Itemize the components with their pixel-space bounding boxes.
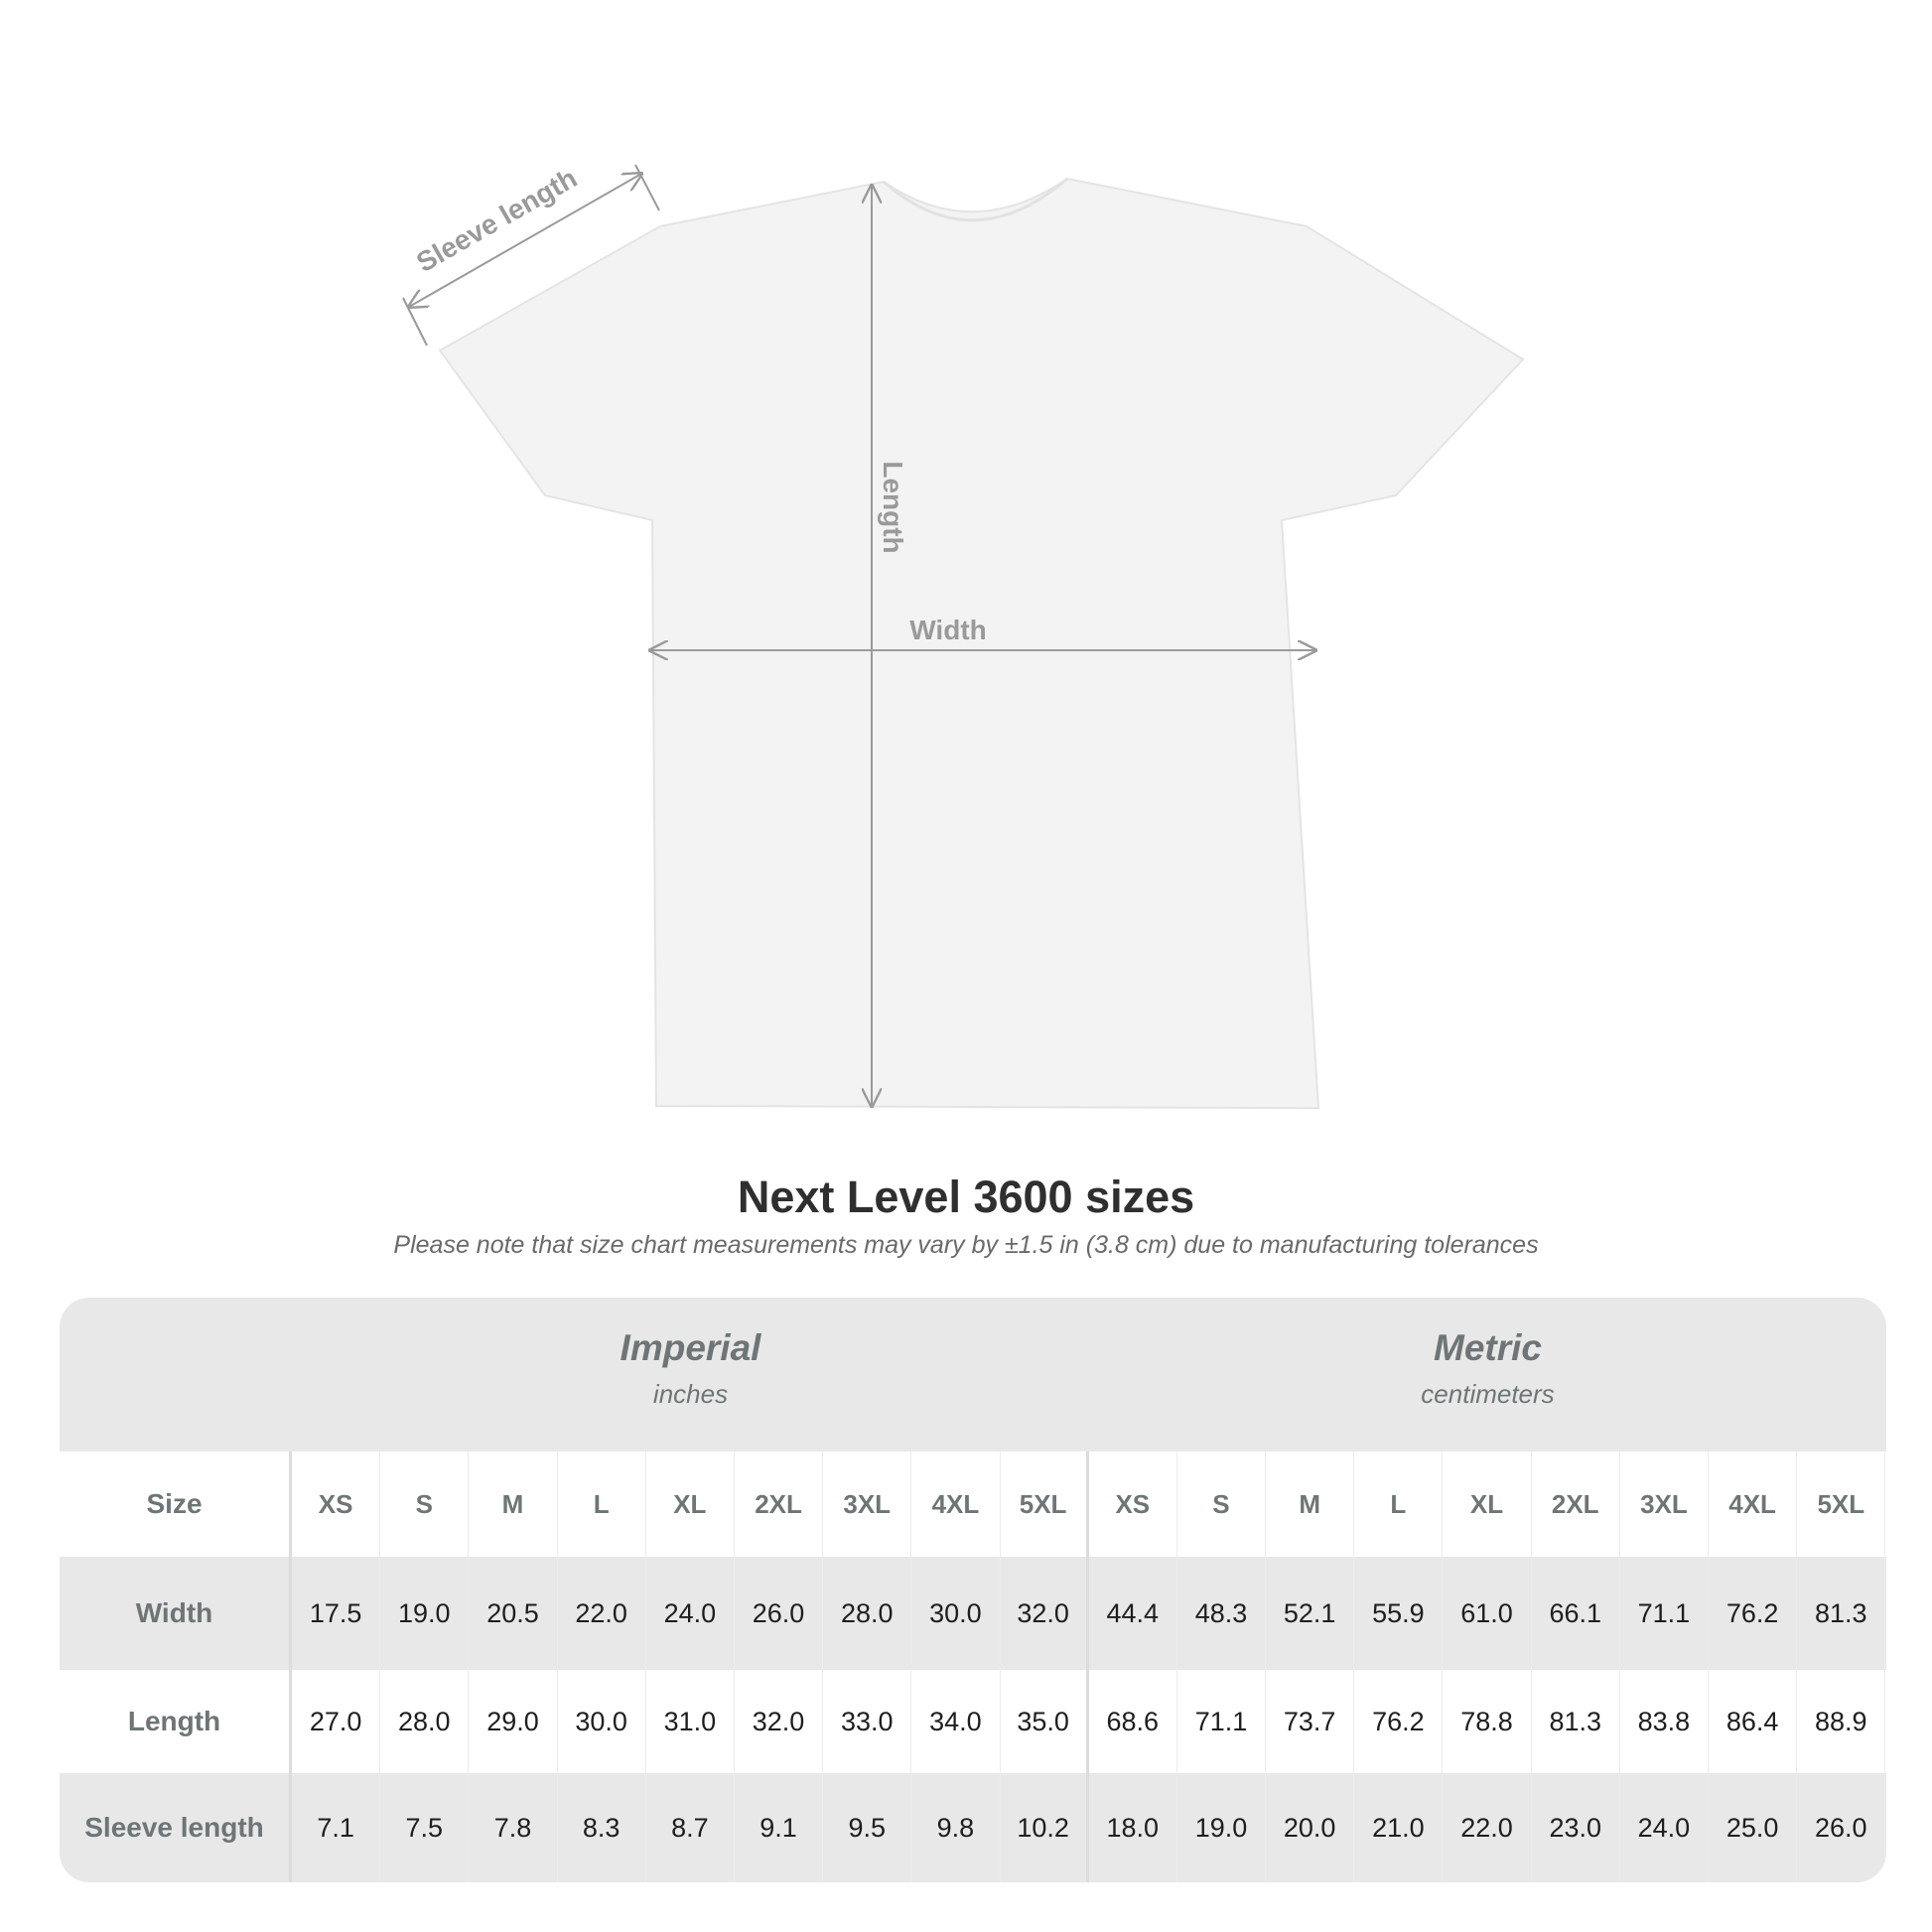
metric-cell: XS bbox=[1089, 1451, 1177, 1557]
metric-cell: 26.0 bbox=[1797, 1773, 1886, 1882]
tolerance-note: Please note that size chart measurements… bbox=[393, 1231, 1539, 1259]
metric-cell: 4XL bbox=[1709, 1451, 1798, 1557]
metric-cell: 86.4 bbox=[1709, 1670, 1798, 1773]
metric-cell: 81.3 bbox=[1797, 1557, 1886, 1670]
table-row: Length 27.0 28.0 29.0 30.0 31.0 32.0 33.0 34.0 35… bbox=[60, 1670, 1886, 1773]
sleeve-arrow bbox=[409, 174, 641, 307]
metric-cell: 22.0 bbox=[1443, 1773, 1532, 1882]
imperial-cell: 30.0 bbox=[558, 1670, 646, 1773]
metric-unit: centimeters bbox=[1421, 1379, 1555, 1409]
imperial-cell: 35.0 bbox=[1001, 1670, 1089, 1773]
metric-title: Metric bbox=[1434, 1327, 1542, 1368]
imperial-cell: 28.0 bbox=[380, 1670, 470, 1773]
imperial-cell: 9.1 bbox=[735, 1773, 824, 1882]
metric-cell: 2XL bbox=[1532, 1451, 1620, 1557]
page-title: Next Level 3600 sizes bbox=[737, 1172, 1195, 1222]
imperial-cell: 34.0 bbox=[911, 1670, 1001, 1773]
imperial-cell: 8.3 bbox=[558, 1773, 646, 1882]
metric-cell: 66.1 bbox=[1532, 1557, 1620, 1670]
row-label: Size bbox=[60, 1451, 292, 1557]
imperial-cell: XL bbox=[646, 1451, 735, 1557]
imperial-cell: 24.0 bbox=[646, 1557, 735, 1670]
metric-cell: 52.1 bbox=[1266, 1557, 1355, 1670]
metric-cell: 44.4 bbox=[1089, 1557, 1177, 1670]
imperial-cell: 31.0 bbox=[646, 1670, 735, 1773]
imperial-cell: L bbox=[558, 1451, 646, 1557]
imperial-unit: inches bbox=[652, 1379, 729, 1409]
imperial-cell: 32.0 bbox=[1001, 1557, 1089, 1670]
imperial-cell: 7.8 bbox=[469, 1773, 558, 1882]
metric-cell: S bbox=[1177, 1451, 1267, 1557]
metric-cell: 81.3 bbox=[1532, 1670, 1620, 1773]
imperial-cell: 17.5 bbox=[292, 1557, 381, 1670]
imperial-cell: M bbox=[469, 1451, 558, 1557]
tshirt-collar bbox=[883, 177, 1068, 222]
imperial-cell: 2XL bbox=[735, 1451, 824, 1557]
metric-cell: L bbox=[1354, 1451, 1444, 1557]
imperial-cell: 20.5 bbox=[469, 1557, 558, 1670]
imperial-cell: 22.0 bbox=[558, 1557, 646, 1670]
imperial-cell: 26.0 bbox=[735, 1557, 824, 1670]
metric-cell: 25.0 bbox=[1709, 1773, 1798, 1882]
metric-cell: 19.0 bbox=[1177, 1773, 1267, 1882]
row-label: Width bbox=[60, 1557, 292, 1670]
metric-cell: 76.2 bbox=[1354, 1670, 1444, 1773]
metric-cell: 24.0 bbox=[1620, 1773, 1709, 1882]
metric-cell: 78.8 bbox=[1443, 1670, 1532, 1773]
imperial-cell: 29.0 bbox=[469, 1670, 558, 1773]
imperial-cell: XS bbox=[292, 1451, 381, 1557]
imperial-cell: 8.7 bbox=[646, 1773, 735, 1882]
imperial-cell: 3XL bbox=[823, 1451, 912, 1557]
row-label: Sleeve length bbox=[60, 1773, 292, 1882]
metric-cell: 71.1 bbox=[1620, 1557, 1709, 1670]
metric-cell: 5XL bbox=[1797, 1451, 1886, 1557]
metric-cell: 20.0 bbox=[1266, 1773, 1355, 1882]
imperial-cell: 7.1 bbox=[292, 1773, 381, 1882]
imperial-cell: 27.0 bbox=[292, 1670, 381, 1773]
metric-cell: 76.2 bbox=[1709, 1557, 1798, 1670]
metric-cell: 23.0 bbox=[1532, 1773, 1620, 1882]
metric-cell: 18.0 bbox=[1089, 1773, 1177, 1882]
metric-header: Metric centimeters bbox=[1089, 1298, 1886, 1451]
metric-cell: 68.6 bbox=[1089, 1670, 1177, 1773]
width-label: Width bbox=[909, 615, 987, 645]
table-row: Width 17.5 19.0 20.5 22.0 24.0 26.0 28.0 30.0 32.… bbox=[60, 1557, 1886, 1670]
imperial-cell: 28.0 bbox=[823, 1557, 912, 1670]
metric-cell: 73.7 bbox=[1266, 1670, 1355, 1773]
imperial-cell: 7.5 bbox=[380, 1773, 470, 1882]
tshirt-diagram: Width Length Sleeve length bbox=[402, 162, 1525, 1110]
row-label: Length bbox=[60, 1670, 292, 1773]
imperial-cell: 4XL bbox=[911, 1451, 1001, 1557]
imperial-cell: 9.8 bbox=[911, 1773, 1001, 1882]
metric-cell: 48.3 bbox=[1177, 1557, 1267, 1670]
metric-cell: 21.0 bbox=[1354, 1773, 1444, 1882]
table-row: Sleeve length 7.1 7.5 7.8 8.3 8.7 9.1 9.5 9.8 10.… bbox=[60, 1773, 1886, 1882]
metric-cell: 55.9 bbox=[1354, 1557, 1444, 1670]
imperial-cell: 30.0 bbox=[911, 1557, 1001, 1670]
imperial-cell: 10.2 bbox=[1001, 1773, 1089, 1882]
imperial-title: Imperial bbox=[620, 1327, 761, 1368]
imperial-cell: 19.0 bbox=[380, 1557, 470, 1670]
metric-cell: 83.8 bbox=[1620, 1670, 1709, 1773]
imperial-cell: 33.0 bbox=[823, 1670, 912, 1773]
imperial-header: Imperial inches bbox=[292, 1298, 1089, 1451]
imperial-cell: 32.0 bbox=[735, 1670, 824, 1773]
metric-cell: 71.1 bbox=[1177, 1670, 1267, 1773]
imperial-cell: 9.5 bbox=[823, 1773, 912, 1882]
imperial-cell: 5XL bbox=[1001, 1451, 1089, 1557]
metric-cell: 88.9 bbox=[1797, 1670, 1886, 1773]
size-table: Imperial inches Metric centimeters Size X… bbox=[60, 1298, 1886, 1882]
table-row: Size XS S M L XL 2XL 3XL 4XL 5XL XS S M L XL 2XL 3XL 4XL 5… bbox=[60, 1451, 1886, 1557]
imperial-cell: S bbox=[380, 1451, 470, 1557]
length-label: Length bbox=[878, 461, 908, 553]
metric-cell: 3XL bbox=[1620, 1451, 1709, 1557]
metric-cell: M bbox=[1266, 1451, 1355, 1557]
metric-cell: XL bbox=[1443, 1451, 1532, 1557]
metric-cell: 61.0 bbox=[1443, 1557, 1532, 1670]
sleeve-length-label: Sleeve length bbox=[411, 162, 582, 278]
